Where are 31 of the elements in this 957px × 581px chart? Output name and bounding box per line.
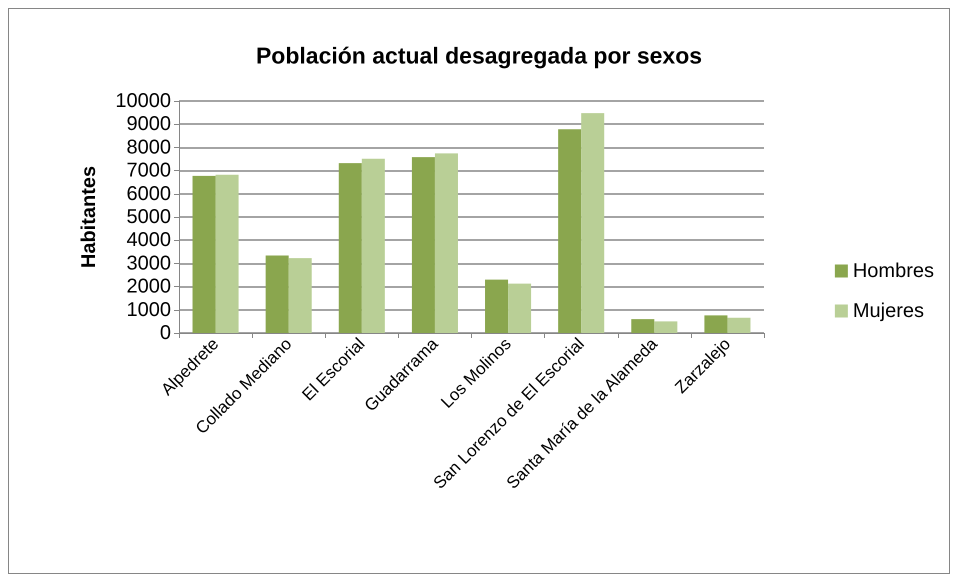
y-tick-label: 3000 bbox=[126, 252, 171, 274]
y-tick-label: 4000 bbox=[126, 229, 171, 252]
bar bbox=[412, 157, 435, 333]
y-tick-label: 2000 bbox=[126, 276, 171, 298]
y-tick-label: 10000 bbox=[115, 90, 171, 112]
legend-label: Mujeres bbox=[852, 300, 924, 322]
y-tick-label: 8000 bbox=[126, 136, 171, 158]
y-tick-label: 7000 bbox=[126, 160, 171, 182]
bar bbox=[216, 174, 239, 333]
bar bbox=[704, 315, 728, 333]
legend-label: Hombres bbox=[852, 260, 934, 282]
y-tick-label: 0 bbox=[160, 322, 171, 344]
bar bbox=[338, 163, 362, 333]
bar bbox=[192, 176, 216, 333]
y-axis-title: Habitantes bbox=[78, 166, 100, 268]
bar bbox=[362, 158, 385, 333]
y-tick-label: 5000 bbox=[126, 206, 171, 228]
bar bbox=[654, 321, 678, 333]
bar bbox=[727, 318, 750, 333]
y-tick-label: 6000 bbox=[126, 182, 171, 205]
bar bbox=[288, 258, 312, 333]
bar bbox=[558, 129, 582, 333]
y-tick-label: 1000 bbox=[126, 298, 171, 321]
bar bbox=[434, 153, 458, 333]
y-tick-label: 9000 bbox=[126, 113, 171, 136]
bar bbox=[631, 319, 654, 333]
bar bbox=[581, 113, 604, 333]
chart-title: Población actual desagregada por sexos bbox=[256, 42, 702, 68]
bar bbox=[508, 284, 532, 333]
bar bbox=[266, 256, 289, 333]
bar bbox=[485, 280, 508, 333]
